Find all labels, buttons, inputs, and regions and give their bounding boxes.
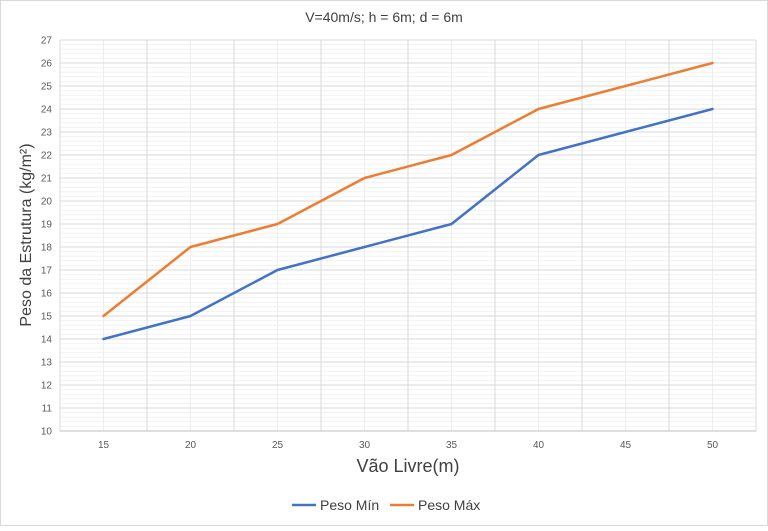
tick-labels: 10 11 12 13 14 15 16 17 18 19 20 21 22 23 24 25 26 27 15 20… xyxy=(41,36,719,452)
y-tick-label: 11 xyxy=(42,404,53,415)
x-tick-label: 25 xyxy=(272,440,284,451)
x-tick-label: 20 xyxy=(185,440,197,451)
y-tick-label: 22 xyxy=(41,151,53,162)
x-tick-label: 50 xyxy=(707,440,719,451)
y-tick-label: 10 xyxy=(41,427,53,438)
y-tick-label: 15 xyxy=(41,312,53,323)
y-tick-label: 25 xyxy=(41,82,53,93)
chart-title: V=40m/s; h = 6m; d = 6m xyxy=(305,9,463,25)
y-tick-label: 27 xyxy=(41,36,53,47)
series-group xyxy=(102,61,714,341)
y-tick-label: 13 xyxy=(41,358,53,369)
y-tick-label: 23 xyxy=(41,128,53,139)
y-tick-label: 19 xyxy=(41,220,53,231)
y-axis-label: Peso da Estrutura (kg/m²) xyxy=(18,143,35,326)
y-tick-label: 20 xyxy=(41,197,53,208)
legend-label: Peso Máx xyxy=(418,497,480,513)
x-tick-label: 40 xyxy=(533,440,545,451)
y-tick-label: 16 xyxy=(41,289,53,300)
x-tick-label: 15 xyxy=(98,440,110,451)
series-line xyxy=(102,61,714,318)
y-tick-label: 14 xyxy=(41,335,53,346)
y-tick-label: 17 xyxy=(41,266,53,277)
y-tick-label: 21 xyxy=(41,174,53,185)
series-line xyxy=(102,107,714,341)
gridlines xyxy=(59,39,757,432)
y-tick-label: 18 xyxy=(41,243,53,254)
x-tick-label: 45 xyxy=(620,440,632,451)
y-tick-label: 26 xyxy=(41,59,53,70)
y-tick-label: 12 xyxy=(41,381,53,392)
y-tick-label: 24 xyxy=(41,105,53,116)
x-tick-label: 35 xyxy=(446,440,458,451)
x-axis-label: Vão Livre(m) xyxy=(356,456,459,476)
legend: Peso Mín Peso Máx xyxy=(292,497,480,513)
x-tick-label: 30 xyxy=(359,440,371,451)
legend-label: Peso Mín xyxy=(320,497,379,513)
